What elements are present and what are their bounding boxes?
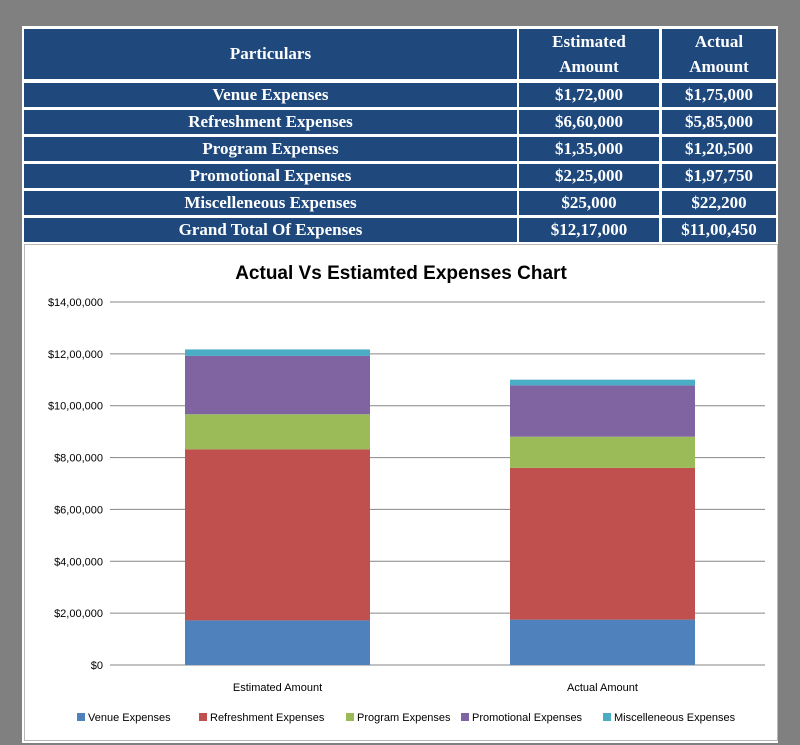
- bar-segment-program-expenses: [510, 436, 695, 468]
- row-estimated: $12,17,000: [519, 218, 659, 242]
- row-label: Promotional Expenses: [24, 164, 517, 188]
- legend-swatch: [199, 713, 207, 721]
- y-tick-label: $0: [91, 660, 103, 672]
- header-actual-amount: Actual Amount: [662, 29, 776, 79]
- legend-label: Program Expenses: [357, 712, 451, 724]
- bar-segment-promotional-expenses: [185, 355, 370, 415]
- header-actual-line2: Amount: [689, 57, 749, 76]
- row-actual: $1,75,000: [662, 83, 776, 107]
- row-actual: $1,97,750: [662, 164, 776, 188]
- y-tick-label: $12,00,000: [48, 349, 103, 361]
- y-tick-label: $10,00,000: [48, 401, 103, 413]
- chart-title: Actual Vs Estiamted Expenses Chart: [235, 263, 567, 284]
- legend-label: Refreshment Expenses: [210, 712, 325, 724]
- header-actual-line1: Actual: [694, 32, 744, 51]
- bar-segment-refreshment-expenses: [510, 467, 695, 620]
- header-estimated-amount: Estimated Amount: [519, 29, 659, 79]
- y-tick-label: $14,00,000: [48, 297, 103, 309]
- chart-frame: Actual Vs Estiamted Expenses Chart $0 $2,…: [24, 244, 778, 741]
- row-estimated: $6,60,000: [519, 110, 659, 134]
- axis-labels: $0 $2,00,000 $4,00,000 $6,00,000 $8,00,000 $1…: [48, 297, 638, 694]
- legend-swatch: [346, 713, 354, 721]
- row-estimated: $25,000: [519, 191, 659, 215]
- stacked-bar-chart: Actual Vs Estiamted Expenses Chart $0 $2,…: [48, 263, 765, 724]
- y-tick-label: $8,00,000: [54, 453, 103, 465]
- bars: [185, 349, 695, 665]
- legend-label: Promotional Expenses: [472, 712, 583, 724]
- header-estimated-line2: Amount: [559, 57, 619, 76]
- y-tick-label: $2,00,000: [54, 608, 103, 620]
- bar-segment-venue-expenses: [185, 620, 370, 665]
- row-actual: $1,20,500: [662, 137, 776, 161]
- y-tick-label: $6,00,000: [54, 504, 103, 516]
- legend-swatch: [461, 713, 469, 721]
- legend-swatch: [77, 713, 85, 721]
- row-actual: $11,00,450: [662, 218, 776, 242]
- spreadsheet-area: Particulars Estimated Amount Actual Amou…: [22, 26, 778, 743]
- row-actual: $5,85,000: [662, 110, 776, 134]
- row-label: Program Expenses: [24, 137, 517, 161]
- bar-segment-venue-expenses: [510, 619, 695, 665]
- chart-legend: Venue Expenses Refreshment Expenses Progra…: [77, 712, 736, 724]
- row-label: Grand Total Of Expenses: [24, 218, 517, 242]
- bar-segment-miscelleneous-expenses: [185, 349, 370, 356]
- x-category-label: Estimated Amount: [233, 682, 322, 694]
- row-label: Venue Expenses: [24, 83, 517, 107]
- row-estimated: $1,72,000: [519, 83, 659, 107]
- legend-label: Miscelleneous Expenses: [614, 712, 736, 724]
- y-tick-label: $4,00,000: [54, 556, 103, 568]
- header-estimated-line1: Estimated: [552, 32, 626, 51]
- row-estimated: $1,35,000: [519, 137, 659, 161]
- row-label: Refreshment Expenses: [24, 110, 517, 134]
- row-actual: $22,200: [662, 191, 776, 215]
- row-label: Miscelleneous Expenses: [24, 191, 517, 215]
- bar-segment-refreshment-expenses: [185, 449, 370, 621]
- legend-label: Venue Expenses: [88, 712, 171, 724]
- header-particulars: Particulars: [24, 29, 517, 79]
- bar-segment-promotional-expenses: [510, 385, 695, 437]
- row-estimated: $2,25,000: [519, 164, 659, 188]
- bar-segment-program-expenses: [185, 414, 370, 450]
- legend-swatch: [603, 713, 611, 721]
- x-category-label: Actual Amount: [567, 682, 638, 694]
- bar-segment-miscelleneous-expenses: [510, 379, 695, 386]
